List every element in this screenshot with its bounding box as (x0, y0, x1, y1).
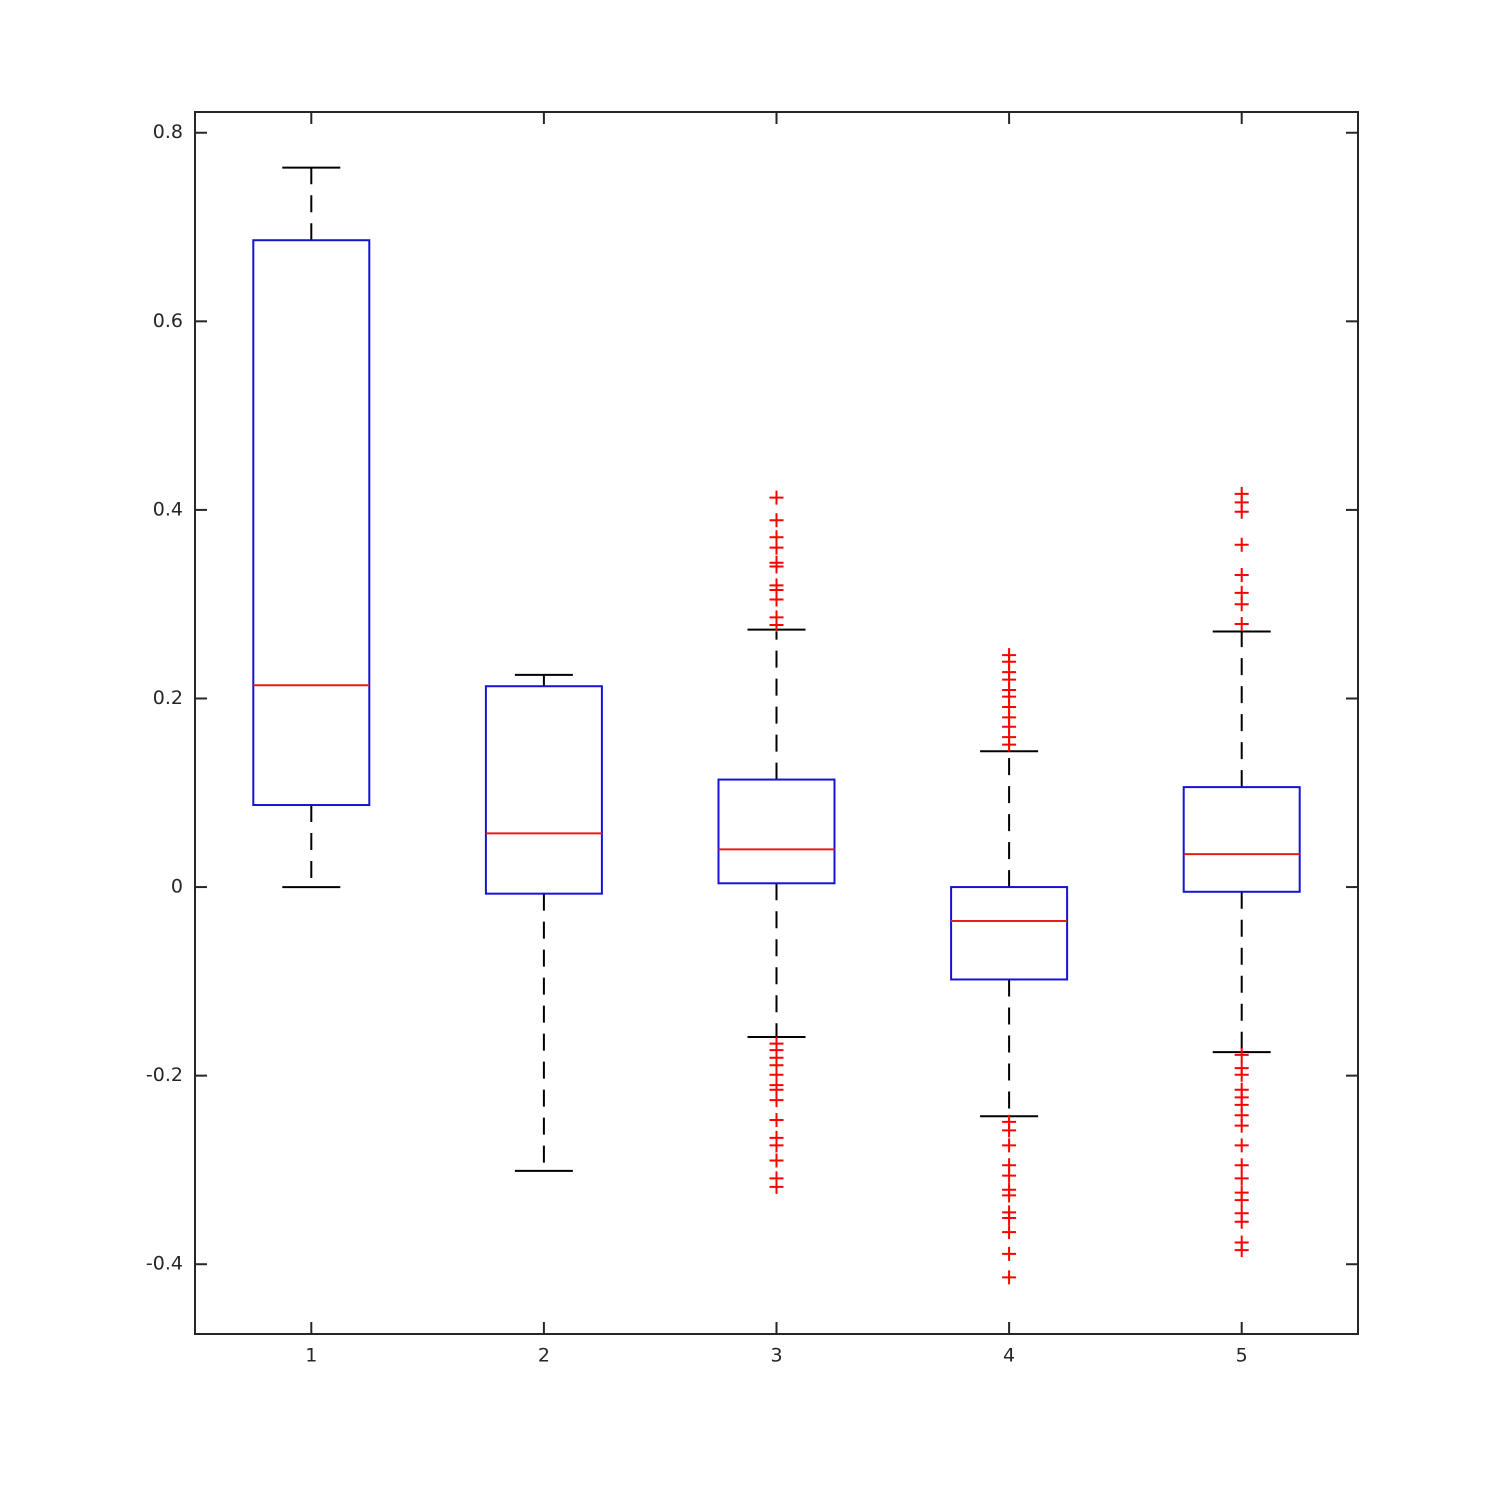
outlier (1002, 1123, 1017, 1138)
outlier (1234, 1243, 1249, 1258)
outlier (1234, 1171, 1249, 1186)
outlier (769, 490, 784, 505)
outlier (1234, 1067, 1249, 1082)
outlier (1002, 1225, 1017, 1240)
outlier (1234, 1193, 1249, 1208)
outlier (769, 540, 784, 555)
x-tick-label: 3 (770, 1345, 782, 1367)
outlier (1234, 567, 1249, 582)
outlier (1234, 597, 1249, 612)
y-tick-label: 0.8 (153, 121, 183, 143)
outlier (1002, 1188, 1017, 1203)
box (484, 685, 603, 895)
outlier (769, 592, 784, 607)
box (950, 886, 1069, 981)
outlier (1234, 504, 1249, 519)
outlier (1234, 1047, 1249, 1062)
y-tick-label: -0.2 (146, 1064, 183, 1086)
outlier (1002, 1246, 1017, 1261)
y-tick-label: 0 (171, 876, 183, 898)
x-tick-label: 2 (538, 1345, 550, 1367)
x-tick-label: 5 (1236, 1345, 1248, 1367)
outlier (769, 1093, 784, 1108)
outlier (1002, 737, 1017, 752)
outlier (1002, 1211, 1017, 1226)
y-tick-label: 0.4 (153, 498, 183, 520)
outlier (769, 1153, 784, 1168)
outlier (1234, 1118, 1249, 1133)
y-tick-label: 0.2 (153, 687, 183, 709)
x-tick-label: 1 (305, 1345, 317, 1367)
x-tick-label: 4 (1003, 1345, 1015, 1367)
outlier (769, 617, 784, 632)
outlier (1234, 1138, 1249, 1153)
outlier (1002, 1270, 1017, 1285)
box (717, 778, 836, 885)
y-tick-label: -0.4 (146, 1253, 183, 1275)
y-tick-label: 0.6 (153, 310, 183, 332)
outlier (769, 1112, 784, 1127)
outlier (769, 1138, 784, 1153)
outlier (1234, 616, 1249, 631)
outlier (1234, 537, 1249, 552)
outlier (1234, 1158, 1249, 1173)
outlier (769, 1179, 784, 1194)
outlier (769, 513, 784, 528)
box (1182, 786, 1301, 893)
outlier (769, 559, 784, 574)
outlier (1002, 1138, 1017, 1153)
outlier (1234, 1214, 1249, 1229)
box (252, 239, 371, 807)
outlier (1002, 1168, 1017, 1183)
